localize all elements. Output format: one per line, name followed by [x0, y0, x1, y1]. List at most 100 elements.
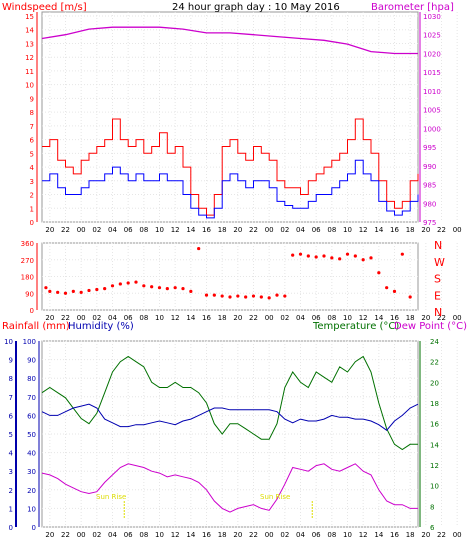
- wind-direction-point: [157, 286, 162, 290]
- windspeed-tick-label: 2: [30, 192, 34, 200]
- dewpoint-axis-title: Dew Point (°C): [394, 321, 467, 332]
- x-tick-label: 22: [61, 314, 70, 322]
- x-tick-label: 18: [406, 314, 415, 322]
- x-tick-label: 10: [155, 314, 164, 322]
- x-tick-label: 22: [437, 531, 446, 539]
- x-tick-label: 00: [453, 226, 462, 234]
- wind-direction-point: [291, 253, 295, 257]
- gust-series-line: [42, 118, 419, 216]
- wind-direction-point: [345, 252, 350, 256]
- panel-frame-3: [41, 340, 419, 528]
- wind-direction-point: [283, 294, 287, 298]
- rainfall-tick-label: 7: [9, 394, 13, 402]
- windspeed-tick-label: 5: [30, 150, 34, 158]
- x-tick-label: 00: [265, 531, 274, 539]
- wind-direction-point: [118, 282, 122, 286]
- rainfall-tick-label: 3: [9, 468, 13, 476]
- x-tick-label: 22: [61, 531, 70, 539]
- x-tick-label: 04: [296, 314, 305, 322]
- rainfall-tick-label: 8: [9, 375, 13, 383]
- windspeed-tick-label: 13: [25, 40, 34, 48]
- temperature-axis-title: Temperature (°C): [312, 321, 399, 332]
- x-tick-label: 02: [92, 226, 101, 234]
- panel-frame-2: [41, 242, 419, 311]
- wind-direction-point: [236, 294, 240, 298]
- barometer-tick-label: 995: [423, 144, 436, 152]
- barometer-tick-label: 1030: [423, 13, 441, 21]
- x-tick-label: 00: [453, 314, 462, 322]
- wind-direction-point: [44, 286, 48, 290]
- wind-direction-point: [63, 291, 68, 295]
- rainfall-tick-label: 0: [9, 524, 13, 532]
- compass-label: N: [434, 239, 442, 252]
- x-tick-label: 18: [218, 314, 227, 322]
- x-tick-label: 16: [390, 226, 399, 234]
- x-tick-label: 06: [312, 531, 321, 539]
- x-tick-label: 22: [249, 531, 258, 539]
- x-tick-label: 06: [124, 314, 133, 322]
- wind-direction-point: [165, 286, 169, 291]
- wind-direction-point: [392, 289, 397, 293]
- humidity-tick-label: 0: [32, 524, 36, 532]
- barometer-tick-label: 975: [423, 219, 436, 227]
- x-tick-label: 12: [359, 226, 368, 234]
- x-tick-label: 14: [186, 314, 195, 322]
- wind-direction-point: [338, 257, 342, 261]
- direction-tick-label: 360: [21, 240, 34, 248]
- x-tick-label: 08: [327, 226, 336, 234]
- wind-direction-point: [134, 280, 138, 284]
- x-tick-label: 00: [77, 226, 86, 234]
- x-tick-label: 00: [265, 314, 274, 322]
- compass-label: W: [434, 256, 445, 269]
- direction-tick-label: 0: [30, 307, 34, 315]
- compass-label: E: [434, 289, 441, 302]
- x-tick-label: 20: [233, 226, 242, 234]
- windspeed-tick-label: 3: [30, 178, 34, 186]
- x-tick-label: 22: [437, 226, 446, 234]
- x-tick-label: 12: [171, 226, 180, 234]
- x-tick-label: 10: [343, 226, 352, 234]
- x-tick-label: 16: [390, 531, 399, 539]
- x-tick-label: 14: [186, 226, 195, 234]
- barometer-tick-label: 985: [423, 182, 436, 190]
- barometer-tick-label: 1000: [423, 125, 441, 133]
- rainfall-axis-title: Rainfall (mm): [2, 321, 70, 332]
- x-tick-label: 08: [139, 531, 148, 539]
- humidity-tick-label: 10: [27, 505, 36, 513]
- wind-direction-point: [251, 294, 256, 298]
- wind-direction-point: [330, 256, 334, 260]
- x-tick-label: 04: [296, 226, 305, 234]
- x-tick-label: 22: [437, 314, 446, 322]
- wind-direction-point: [95, 287, 99, 292]
- x-tick-label: 06: [312, 226, 321, 234]
- x-tick-label: 00: [453, 531, 462, 539]
- x-tick-label: 04: [108, 531, 117, 539]
- direction-tick-label: 270: [21, 257, 34, 265]
- humidity-series-line: [41, 403, 419, 431]
- x-tick-label: 02: [280, 226, 289, 234]
- wind-direction-point: [361, 258, 365, 262]
- windspeed-tick-label: 4: [30, 164, 35, 172]
- x-tick-label: 10: [155, 226, 164, 234]
- x-tick-label: 16: [202, 226, 211, 234]
- x-tick-label: 20: [45, 226, 54, 234]
- x-tick-label: 14: [186, 531, 195, 539]
- x-tick-label: 00: [77, 531, 86, 539]
- barometer-tick-label: 1015: [423, 69, 441, 77]
- x-tick-label: 14: [374, 531, 383, 539]
- windspeed-tick-label: 9: [30, 95, 34, 103]
- barometer-tick-label: 1005: [423, 107, 441, 115]
- x-tick-label: 20: [45, 314, 54, 322]
- wind-direction-point: [71, 289, 75, 293]
- humidity-tick-label: 100: [23, 338, 36, 346]
- wind-direction-point: [173, 286, 177, 290]
- windspeed-tick-label: 1: [30, 205, 34, 213]
- x-tick-label: 18: [406, 226, 415, 234]
- x-tick-label: 02: [280, 314, 289, 322]
- windspeed-tick-label: 8: [30, 109, 34, 117]
- x-tick-label: 20: [233, 531, 242, 539]
- barometer-tick-label: 1025: [423, 32, 441, 40]
- wind-direction-point: [204, 293, 209, 297]
- humidity-tick-label: 80: [27, 375, 36, 383]
